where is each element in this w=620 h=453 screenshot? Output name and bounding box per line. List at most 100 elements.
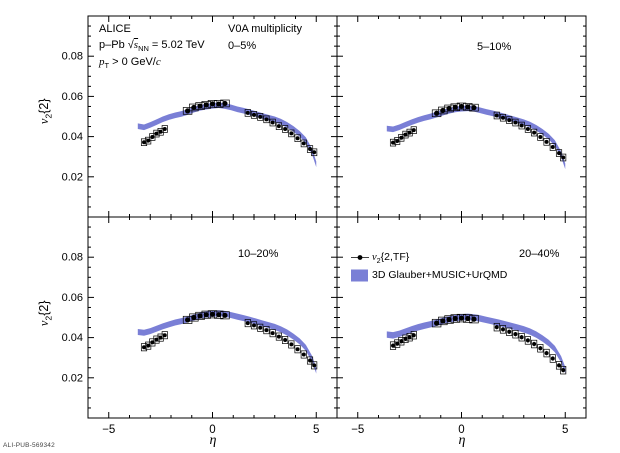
data-marker — [222, 312, 228, 318]
data-marker — [245, 110, 250, 115]
y-var: v — [36, 118, 51, 125]
data-marker — [465, 315, 471, 322]
centrality-label-5-10: 5–10% — [477, 41, 512, 53]
syst-uncertainty-box — [406, 128, 413, 137]
model-band — [137, 102, 317, 168]
data-marker — [507, 329, 512, 334]
syst-uncertainty-box — [275, 332, 282, 341]
data-marker — [550, 145, 555, 150]
syst-uncertainty-box — [157, 128, 164, 136]
syst-uncertainty-box — [398, 337, 405, 346]
y-tick-label: 0.08 — [62, 51, 83, 63]
syst-uncertainty-box — [288, 340, 295, 349]
data-marker — [209, 101, 216, 107]
data-marker — [513, 120, 518, 125]
data-marker — [150, 340, 155, 345]
data-marker — [283, 126, 288, 131]
syst-uncertainty-box — [220, 311, 230, 320]
data-marker — [391, 140, 396, 145]
syst-uncertainty-box — [537, 133, 544, 141]
s-variable: s — [133, 39, 139, 51]
data-marker — [501, 327, 505, 332]
data-marker — [434, 110, 440, 116]
centrality-label-0-5: 0–5% — [228, 40, 257, 52]
syst-uncertainty-box — [145, 341, 152, 350]
syst-uncertainty-box — [294, 345, 301, 354]
y-var: v — [36, 320, 51, 327]
x-tick-label: −5 — [102, 424, 115, 436]
syst-uncertainty-box — [250, 111, 258, 119]
syst-uncertainty-box — [306, 356, 314, 365]
data-marker — [411, 128, 416, 133]
pt-condition: > 0 GeV/ — [109, 56, 156, 68]
data-marker — [258, 325, 263, 330]
syst-uncertainty-box — [140, 343, 148, 352]
y-axis-title-bottom-row: v2{2} — [37, 278, 54, 348]
data-marker — [203, 102, 209, 108]
data-marker — [185, 317, 191, 323]
legend-v-subscript: 2 — [376, 257, 381, 266]
pt-cut-label: pT > 0 GeV/c — [99, 56, 161, 72]
system-energy: = 5.02 TeV — [148, 39, 205, 51]
data-marker — [525, 338, 530, 343]
syst-uncertainty-box — [410, 331, 417, 340]
syst-uncertainty-box — [263, 115, 270, 124]
data-marker — [283, 338, 288, 343]
syst-uncertainty-box — [263, 326, 270, 335]
y-tick-label: 0.02 — [62, 372, 83, 384]
syst-uncertainty-box — [431, 109, 442, 118]
y-tick-label: 0.04 — [62, 332, 83, 344]
data-marker — [289, 342, 294, 347]
data-marker — [203, 312, 209, 318]
syst-uncertainty-box — [431, 318, 442, 328]
data-marker — [216, 101, 222, 107]
syst-uncertainty-box — [518, 333, 525, 342]
centrality-label-20-40: 20–40% — [519, 248, 560, 260]
data-marker — [295, 136, 300, 141]
syst-uncertainty-box — [555, 361, 563, 370]
syst-uncertainty-box — [506, 327, 513, 336]
data-marker — [162, 126, 167, 131]
syst-uncertainty-box — [394, 339, 401, 348]
data-marker — [391, 343, 396, 348]
data-marker — [295, 347, 300, 352]
data-marker — [561, 155, 566, 160]
syst-uncertainty-box — [244, 319, 251, 328]
syst-uncertainty-box — [402, 130, 409, 139]
syst-uncertainty-box — [282, 125, 289, 133]
data-marker — [519, 335, 524, 340]
data-marker — [446, 105, 452, 112]
data-marker — [501, 115, 505, 120]
syst-uncertainty-box — [531, 339, 538, 349]
sqrt-symbol: √ — [127, 39, 134, 51]
y-suffix: {2} — [36, 300, 51, 316]
syst-uncertainty-box — [182, 315, 193, 324]
legend-model-entry: 3D Glauber+MUSIC+UrQMD — [372, 269, 508, 281]
collision-system-label: p–Pb √sNN = 5.02 TeV — [99, 39, 205, 55]
x-tick-label: 5 — [562, 424, 568, 436]
syst-uncertainty-box — [469, 103, 479, 112]
syst-uncertainty-box — [153, 335, 160, 344]
legend-v-suffix: {2,TF} — [380, 251, 410, 263]
syst-uncertainty-box — [288, 129, 295, 138]
y-tick-label: 0.08 — [62, 252, 83, 264]
data-marker — [264, 117, 269, 122]
data-marker — [222, 100, 228, 107]
data-marker — [446, 316, 452, 323]
data-marker — [407, 130, 412, 135]
data-marker — [395, 341, 400, 346]
syst-uncertainty-box — [493, 111, 500, 120]
y-sub: 2 — [43, 315, 54, 321]
syst-uncertainty-box — [549, 354, 556, 363]
syst-uncertainty-box — [555, 149, 563, 157]
legend-data-entry: v2{2,TF} — [372, 251, 409, 268]
data-marker — [264, 328, 269, 333]
y-suffix: {2} — [36, 98, 51, 114]
syst-uncertainty-box — [512, 330, 519, 339]
data-marker — [538, 135, 543, 140]
data-marker — [471, 105, 477, 111]
syst-uncertainty-box — [161, 125, 168, 133]
data-marker — [142, 345, 147, 350]
x-tick-label: 0 — [209, 424, 215, 436]
